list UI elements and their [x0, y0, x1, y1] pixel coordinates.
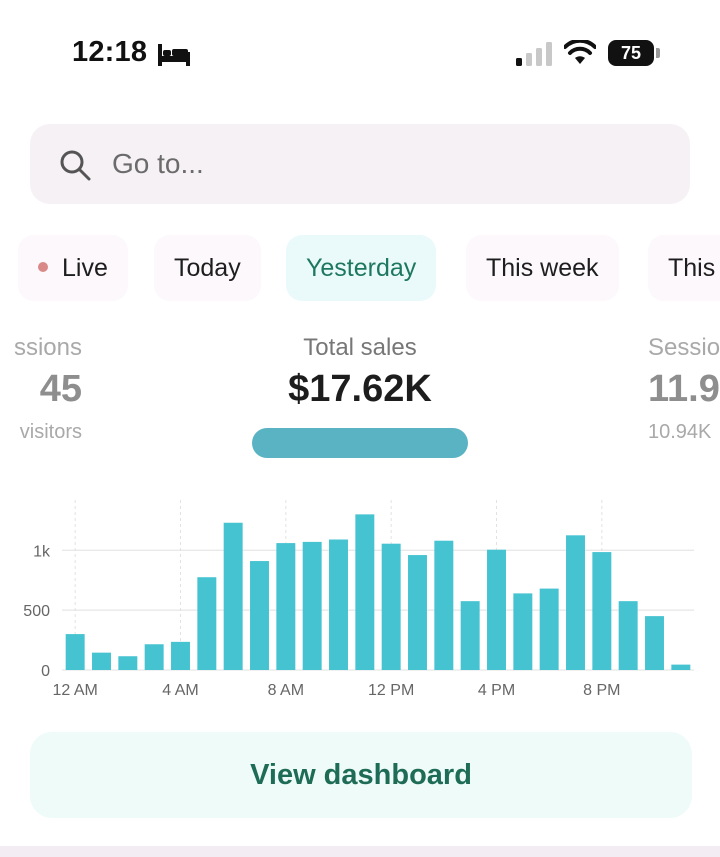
- tab-this-week-label: This week: [486, 254, 599, 282]
- x-tick-label: 8 AM: [268, 682, 304, 699]
- sleep-focus-icon: [158, 44, 190, 66]
- metric-label: ssions: [13, 334, 82, 361]
- chart-bar: [592, 552, 612, 670]
- chart-bar: [434, 540, 454, 670]
- chart-bar: [539, 588, 559, 670]
- chart-bar: [171, 641, 190, 670]
- date-range-tabs: Live Today Yesterday This week This: [0, 235, 720, 301]
- metric-sub: visitors: [19, 421, 82, 443]
- battery-tip: [656, 48, 660, 58]
- hourly-sales-chart: 0 500 1k 12 AM 4 AM 8 AM 12 PM 4 PM 8 PM: [23, 500, 694, 699]
- wifi-icon: [564, 40, 596, 64]
- search-icon: [60, 150, 91, 181]
- chart-bar: [487, 549, 506, 670]
- tab-this-month-label: This: [668, 254, 716, 282]
- chart-bar: [408, 555, 427, 670]
- chart-bar: [197, 577, 217, 670]
- chart-bar: [618, 601, 638, 670]
- battery-level: 75: [608, 40, 654, 66]
- chart-bar: [118, 656, 138, 670]
- battery-indicator: 75: [608, 40, 660, 66]
- live-dot-icon: [38, 262, 48, 273]
- status-time: 12:18: [72, 36, 148, 68]
- chart-bar: [250, 561, 269, 670]
- chart-bar: [460, 601, 480, 670]
- chart-bar: [329, 539, 348, 670]
- metric-sessions-right[interactable]: Sessio 11.9 10.94K: [648, 334, 720, 444]
- chart-bar: [144, 644, 164, 670]
- tab-live-label: Live: [62, 254, 108, 282]
- search-input[interactable]: Go to...: [112, 148, 204, 179]
- redacted-bar: [252, 428, 468, 458]
- chart-bar: [302, 541, 322, 670]
- metric-label: Total sales: [303, 334, 417, 361]
- chart-bar: [645, 616, 664, 670]
- tab-yesterday[interactable]: Yesterday: [286, 235, 437, 301]
- cellular-signal-icon: [516, 42, 552, 66]
- x-tick-label: 8 PM: [583, 682, 620, 699]
- y-tick-label: 0: [41, 663, 50, 680]
- tab-today-label: Today: [174, 254, 241, 282]
- metric-label: Sessio: [648, 334, 720, 361]
- tab-this-month[interactable]: This: [648, 235, 720, 301]
- view-dashboard-button[interactable]: View dashboard: [30, 732, 692, 818]
- metric-sessions-left[interactable]: ssions 45 visitors: [0, 334, 82, 444]
- chart-bar: [65, 634, 85, 670]
- chart-bar: [276, 543, 296, 670]
- tab-today[interactable]: Today: [154, 235, 261, 301]
- y-tick-label: 500: [23, 603, 50, 620]
- x-tick-label: 12 AM: [52, 682, 97, 699]
- x-tick-label: 4 AM: [162, 682, 198, 699]
- tab-this-week[interactable]: This week: [466, 235, 619, 301]
- chart-bar: [513, 593, 533, 670]
- chart-bar: [92, 652, 111, 670]
- chart-bar: [223, 522, 243, 670]
- tab-yesterday-label: Yesterday: [306, 254, 417, 282]
- chart-bar: [566, 535, 585, 670]
- x-tick-label: 12 PM: [368, 682, 414, 699]
- chart-bar: [381, 543, 401, 670]
- x-tick-label: 4 PM: [478, 682, 515, 699]
- bottom-edge: [0, 846, 720, 857]
- metric-value: $17.62K: [288, 368, 432, 410]
- chart-bar: [671, 664, 691, 670]
- chart-bar: [355, 514, 375, 670]
- metric-sub: 10.94K: [648, 421, 712, 443]
- tab-live[interactable]: Live: [18, 235, 128, 301]
- metric-total-sales[interactable]: Total sales $17.62K: [210, 334, 510, 411]
- y-tick-label: 1k: [33, 543, 51, 560]
- status-bar: 12:18 75: [0, 0, 720, 100]
- metric-value: 45: [39, 368, 82, 410]
- search-bar[interactable]: Go to...: [30, 124, 690, 204]
- metric-value: 11.9: [648, 368, 720, 410]
